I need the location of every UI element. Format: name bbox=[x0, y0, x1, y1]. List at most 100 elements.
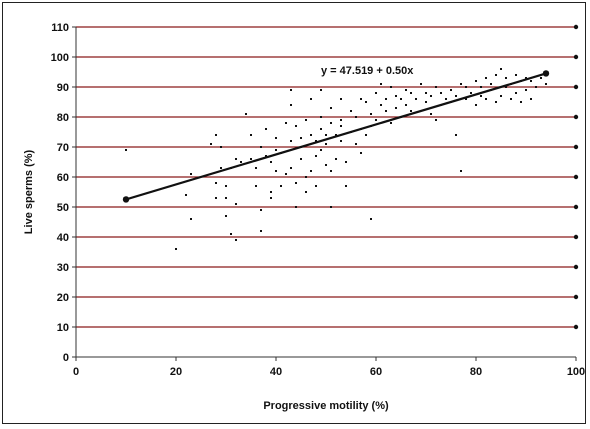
x-tick-label: 20 bbox=[170, 366, 182, 378]
data-point bbox=[215, 182, 217, 184]
data-point bbox=[310, 170, 312, 172]
x-tick-label: 80 bbox=[470, 366, 482, 378]
y-tick-label: 70 bbox=[57, 142, 69, 154]
data-point bbox=[255, 167, 257, 169]
data-point bbox=[435, 86, 437, 88]
data-point bbox=[345, 185, 347, 187]
data-point bbox=[275, 137, 277, 139]
gridlines bbox=[76, 24, 579, 330]
scatter-chart: 0 10 20 30 40 50 60 70 80 90 100 110 0 20 40 60 80 100 y… bbox=[23, 22, 585, 412]
data-point bbox=[495, 74, 497, 76]
data-point bbox=[380, 83, 382, 85]
data-point bbox=[355, 116, 357, 118]
data-point bbox=[175, 248, 177, 250]
data-point bbox=[340, 119, 342, 121]
trendline-end-marker bbox=[542, 70, 550, 77]
data-point bbox=[190, 173, 192, 175]
data-point bbox=[250, 134, 252, 136]
data-point bbox=[320, 89, 322, 91]
gridline-end-marker bbox=[573, 234, 579, 240]
data-point bbox=[260, 146, 262, 148]
x-tick-label: 40 bbox=[270, 366, 282, 378]
data-point bbox=[400, 98, 402, 100]
data-point bbox=[505, 86, 507, 88]
chart-frame: 0 10 20 30 40 50 60 70 80 90 100 110 0 20 40 60 80 100 y… bbox=[2, 2, 586, 424]
data-point bbox=[360, 98, 362, 100]
data-point bbox=[430, 113, 432, 115]
data-point bbox=[220, 146, 222, 148]
data-point bbox=[320, 116, 322, 118]
data-point bbox=[415, 98, 417, 100]
gridline-end-marker bbox=[573, 264, 579, 270]
data-point bbox=[355, 143, 357, 145]
data-point bbox=[490, 83, 492, 85]
gridline-end-marker bbox=[573, 24, 579, 30]
y-tick-label: 0 bbox=[63, 352, 69, 364]
data-point bbox=[460, 170, 462, 172]
data-point bbox=[325, 134, 327, 136]
data-point bbox=[380, 104, 382, 106]
data-point bbox=[545, 83, 547, 85]
data-point bbox=[225, 215, 227, 217]
y-tick-label: 10 bbox=[57, 322, 69, 334]
data-point bbox=[225, 197, 227, 199]
data-point bbox=[530, 80, 532, 82]
data-point bbox=[500, 95, 502, 97]
data-point bbox=[485, 77, 487, 79]
data-point bbox=[315, 155, 317, 157]
data-point bbox=[495, 101, 497, 103]
data-point bbox=[345, 161, 347, 163]
data-point bbox=[325, 143, 327, 145]
data-point bbox=[290, 167, 292, 169]
data-point bbox=[340, 125, 342, 127]
data-point bbox=[260, 209, 262, 211]
data-point bbox=[285, 122, 287, 124]
data-point bbox=[305, 191, 307, 193]
data-point bbox=[535, 86, 537, 88]
data-point bbox=[270, 191, 272, 193]
data-point bbox=[405, 104, 407, 106]
data-point bbox=[215, 197, 217, 199]
data-point bbox=[425, 101, 427, 103]
gridline-end-marker bbox=[573, 54, 579, 60]
data-point bbox=[370, 218, 372, 220]
data-point bbox=[475, 104, 477, 106]
regression-equation: y = 47.519 + 0.50x bbox=[321, 65, 414, 77]
x-axis-title: Progressive motility (%) bbox=[263, 400, 389, 412]
data-point bbox=[365, 134, 367, 136]
data-point bbox=[395, 107, 397, 109]
data-point bbox=[275, 170, 277, 172]
data-point bbox=[235, 203, 237, 205]
data-point bbox=[405, 89, 407, 91]
x-tick-labels: 0 20 40 60 80 100 bbox=[73, 357, 585, 378]
data-point bbox=[295, 182, 297, 184]
data-point bbox=[505, 77, 507, 79]
data-point bbox=[390, 86, 392, 88]
y-tick-label: 80 bbox=[57, 112, 69, 124]
data-point bbox=[465, 98, 467, 100]
data-point bbox=[305, 176, 307, 178]
data-point bbox=[295, 206, 297, 208]
y-tick-label: 50 bbox=[57, 202, 69, 214]
data-point bbox=[375, 119, 377, 121]
data-point bbox=[455, 95, 457, 97]
gridline-end-marker bbox=[573, 114, 579, 120]
data-point bbox=[385, 110, 387, 112]
data-point bbox=[125, 149, 127, 151]
data-point bbox=[480, 86, 482, 88]
data-point bbox=[420, 83, 422, 85]
data-point bbox=[340, 140, 342, 142]
data-point bbox=[540, 77, 542, 79]
data-point bbox=[285, 173, 287, 175]
gridline-end-marker bbox=[573, 294, 579, 300]
y-axis-title: Live sperms (%) bbox=[23, 149, 35, 234]
data-point bbox=[225, 185, 227, 187]
data-point bbox=[255, 185, 257, 187]
data-point bbox=[280, 185, 282, 187]
data-point bbox=[335, 134, 337, 136]
data-point bbox=[240, 161, 242, 163]
data-point bbox=[440, 92, 442, 94]
y-tick-label: 20 bbox=[57, 292, 69, 304]
y-tick-label: 60 bbox=[57, 172, 69, 184]
data-point bbox=[320, 149, 322, 151]
